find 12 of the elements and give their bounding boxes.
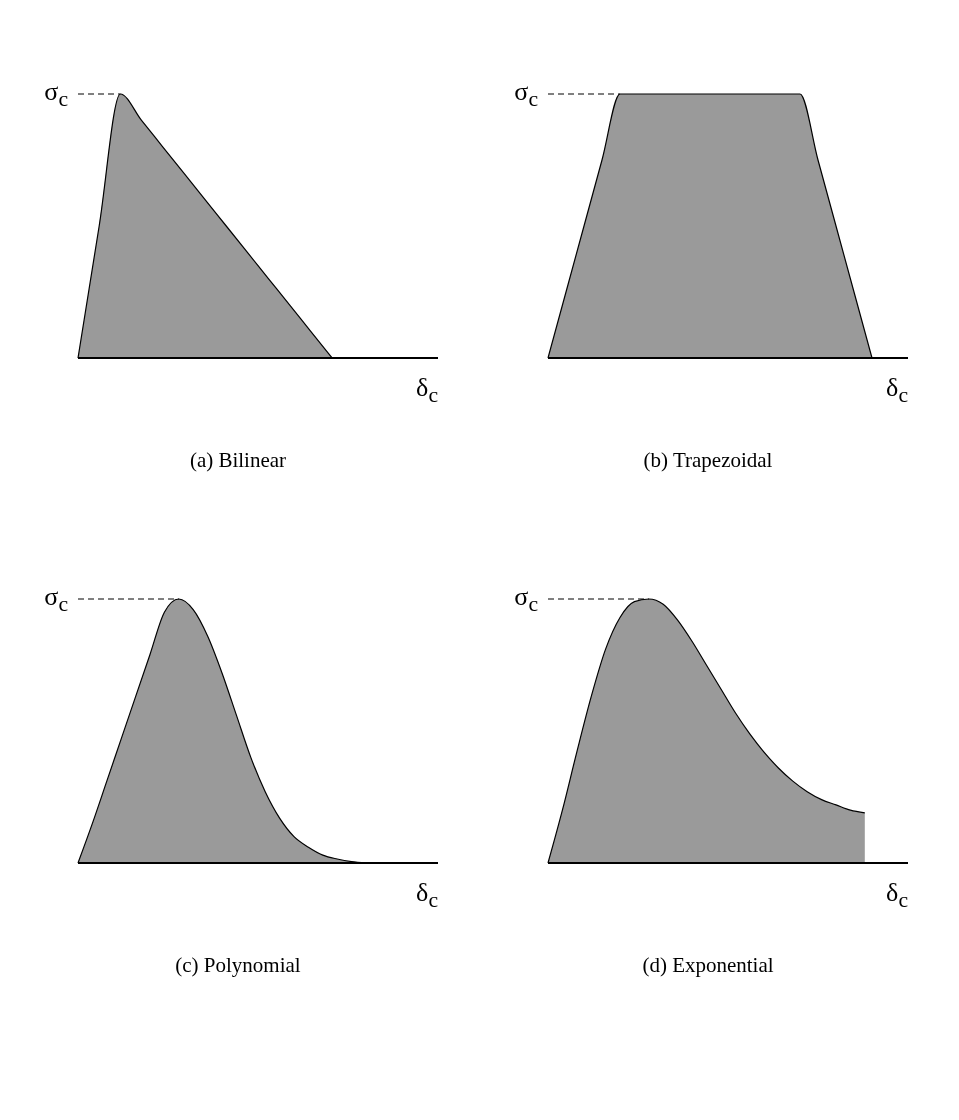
text: (a) Bilinear <box>188 448 288 473</box>
text: (d) Exponential <box>641 953 775 978</box>
text: (c) Polynomial <box>174 953 302 978</box>
x-axis-title: δ$_{c}$ <box>885 372 908 409</box>
x-axis-title: δ$_{c}$ <box>415 372 438 409</box>
ref-line-label: σ$_{c}$ <box>43 581 68 618</box>
ref-line-label: σ$_{c}$ <box>513 581 538 618</box>
ref-line-label: σ$_{c}$ <box>43 76 68 113</box>
ref-line-label: σ$_{c}$ <box>513 76 538 113</box>
x-axis-title: δ$_{c}$ <box>885 877 908 914</box>
x-axis-title: δ$_{c}$ <box>415 877 438 914</box>
text: (b) Trapezoidal <box>642 448 774 473</box>
